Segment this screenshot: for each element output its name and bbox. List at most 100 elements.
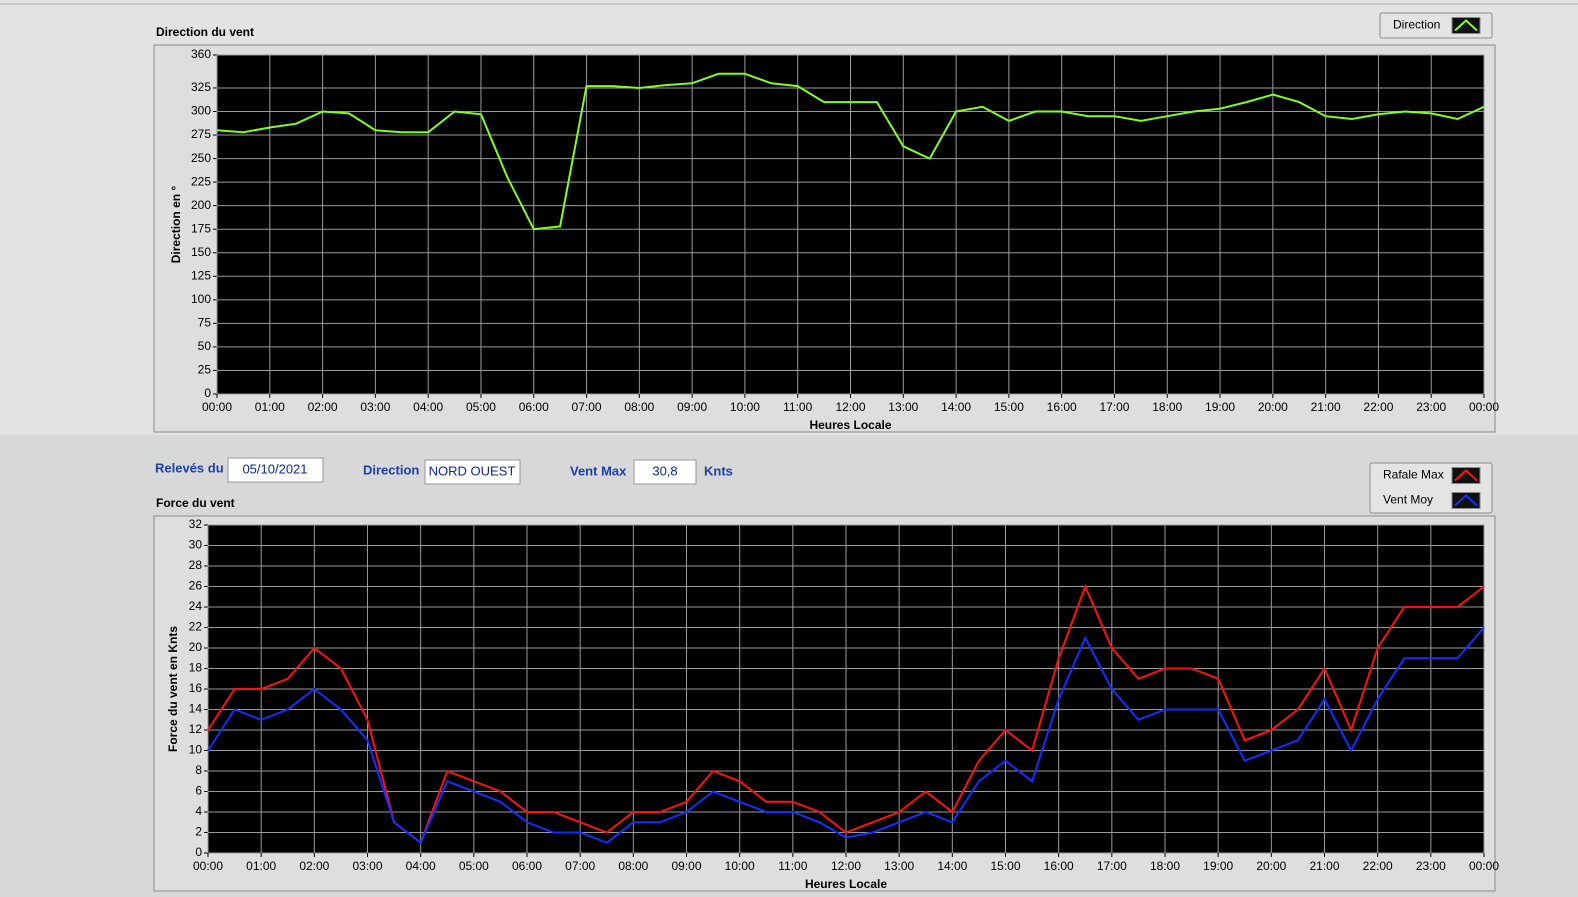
x-tick-label: 07:00 [572, 400, 602, 414]
x-tick-label: 21:00 [1311, 400, 1341, 414]
y-tick-label: 26 [189, 579, 203, 593]
x-tick-label: 03:00 [360, 400, 390, 414]
x-tick-label: 10:00 [730, 400, 760, 414]
x-tick-label: 03:00 [352, 859, 382, 873]
x-tick-label: 20:00 [1258, 400, 1288, 414]
y-tick-label: 250 [191, 151, 211, 165]
y-tick-label: 175 [191, 221, 211, 235]
x-tick-label: 16:00 [1044, 859, 1074, 873]
x-tick-label: 05:00 [459, 859, 489, 873]
x-tick-label: 18:00 [1152, 400, 1182, 414]
x-tick-label: 12:00 [835, 400, 865, 414]
legend-swatch [1451, 17, 1481, 34]
readings-label: Relevés du [155, 460, 224, 475]
y-tick-label: 150 [191, 245, 211, 259]
y-tick-label: 32 [189, 517, 203, 531]
y-tick-label: 24 [189, 599, 203, 613]
x-tick-label: 08:00 [618, 859, 648, 873]
y-tick-label: 18 [189, 661, 203, 675]
x-tick-label: 14:00 [937, 859, 967, 873]
x-tick-label: 11:00 [783, 400, 812, 414]
chart-title: Force du vent [156, 496, 235, 510]
x-tick-label: 04:00 [406, 859, 436, 873]
x-tick-label: 23:00 [1416, 400, 1446, 414]
y-tick-label: 225 [191, 174, 211, 188]
x-tick-label: 09:00 [671, 859, 701, 873]
x-tick-label: 07:00 [565, 859, 595, 873]
x-tick-label: 01:00 [246, 859, 276, 873]
x-tick-label: 01:00 [255, 400, 285, 414]
y-tick-label: 30 [189, 538, 203, 552]
x-tick-label: 20:00 [1256, 859, 1286, 873]
series-line [216, 72, 1485, 231]
x-tick-label: 05:00 [466, 400, 496, 414]
legend-line [1454, 494, 1478, 507]
y-tick-label: 6 [195, 784, 202, 798]
x-tick-label: 02:00 [299, 859, 329, 873]
y-axis-label: Direction en ° [169, 186, 183, 264]
y-tick-label: 12 [189, 722, 203, 736]
vent-max-value: 30,8 [652, 463, 677, 478]
x-tick-label: 08:00 [624, 400, 654, 414]
y-tick-label: 300 [191, 104, 211, 118]
x-tick-label: 04:00 [413, 400, 443, 414]
y-tick-label: 20 [189, 640, 203, 654]
x-tick-label: 15:00 [994, 400, 1024, 414]
legend-label: Rafale Max [1383, 468, 1444, 482]
date-field[interactable] [227, 457, 324, 483]
x-tick-label: 19:00 [1203, 859, 1233, 873]
y-tick-label: 14 [189, 702, 203, 716]
y-tick-label: 0 [204, 386, 211, 400]
y-tick-label: 125 [191, 268, 211, 282]
y-axis-label: Force du vent en Knts [166, 626, 180, 752]
y-tick-label: 0 [195, 845, 202, 859]
x-tick-label: 06:00 [512, 859, 542, 873]
legend-label: Vent Moy [1383, 493, 1433, 507]
vent-max-label: Vent Max [570, 463, 627, 478]
x-axis-label: Heures Locale [809, 418, 891, 432]
x-tick-label: 02:00 [308, 400, 338, 414]
direction-label: Direction [363, 462, 419, 477]
legend-line [1454, 469, 1478, 482]
y-tick-label: 325 [191, 80, 211, 94]
x-tick-label: 00:00 [193, 859, 223, 873]
y-tick-label: 25 [198, 363, 212, 377]
series-line [207, 626, 1485, 845]
direction-value: NORD OUEST [429, 463, 516, 478]
y-tick-label: 100 [191, 292, 211, 306]
legend-line [1454, 19, 1478, 32]
x-tick-label: 00:00 [202, 400, 232, 414]
x-tick-label: 06:00 [519, 400, 549, 414]
legend-swatch [1451, 492, 1481, 509]
date-value: 05/10/2021 [242, 461, 307, 476]
y-tick-label: 75 [198, 316, 212, 330]
y-tick-label: 4 [195, 804, 202, 818]
y-tick-label: 200 [191, 198, 211, 212]
y-tick-label: 2 [195, 825, 202, 839]
legend-label: Direction [1393, 18, 1440, 32]
x-tick-label: 10:00 [725, 859, 755, 873]
direction-field[interactable] [424, 459, 521, 485]
x-tick-label: 17:00 [1099, 400, 1129, 414]
x-tick-label: 17:00 [1097, 859, 1127, 873]
x-tick-label: 22:00 [1363, 859, 1393, 873]
x-tick-label: 15:00 [990, 859, 1020, 873]
x-tick-label: 13:00 [884, 859, 914, 873]
x-tick-label: 12:00 [831, 859, 861, 873]
x-tick-label: 22:00 [1363, 400, 1393, 414]
x-tick-label: 14:00 [941, 400, 971, 414]
legend-swatch [1451, 467, 1481, 484]
x-tick-label: 21:00 [1309, 859, 1339, 873]
x-tick-label: 00:00 [1469, 859, 1499, 873]
y-tick-label: 8 [195, 763, 202, 777]
vent-max-field[interactable] [633, 459, 697, 485]
x-tick-label: 18:00 [1150, 859, 1180, 873]
y-tick-label: 275 [191, 127, 211, 141]
y-tick-label: 360 [191, 47, 211, 61]
y-tick-label: 28 [189, 558, 203, 572]
x-tick-label: 13:00 [888, 400, 918, 414]
chart-title: Direction du vent [156, 25, 254, 39]
x-axis-label: Heures Locale [805, 877, 887, 891]
